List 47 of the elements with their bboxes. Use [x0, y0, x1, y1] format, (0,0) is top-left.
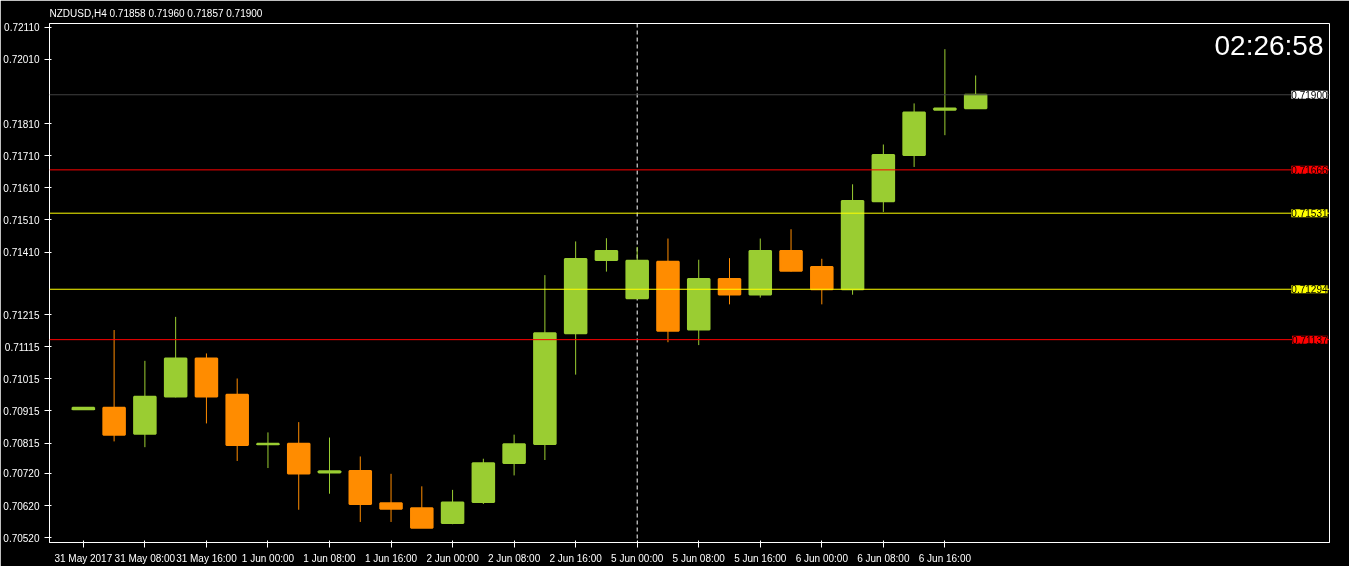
x-tick-label: 6 Jun 16:00: [918, 552, 972, 564]
candlestick: [933, 48, 957, 136]
x-tick-label: 31 May 2017: [54, 552, 113, 564]
y-tick-label: 0.71710: [3, 150, 40, 162]
candlestick: [594, 237, 619, 273]
y-tick-label: 0.70720: [3, 468, 40, 480]
text: 02:26:58: [1214, 29, 1324, 61]
ref-line-label: 0.71900: [1291, 89, 1328, 101]
x-tick-label: 1 Jun 00:00: [241, 552, 295, 564]
x-tick-label: 2 Jun 00:00: [426, 552, 480, 564]
x-tick-label: 2 Jun 08:00: [487, 552, 541, 564]
ref-line-label: 0.71531: [1291, 208, 1328, 220]
y-tick-label: 0.71610: [3, 182, 40, 194]
y-tick-label: 0.71410: [3, 247, 40, 259]
x-tick-label: 1 Jun 08:00: [303, 552, 357, 564]
y-tick-label: 0.71015: [3, 373, 40, 385]
x-tick-label: 5 Jun 08:00: [672, 552, 726, 564]
y-tick-label: 0.72010: [3, 54, 40, 66]
x-tick-label: 5 Jun 16:00: [734, 552, 787, 564]
candlestick: [779, 228, 803, 273]
candlestick: [379, 473, 403, 523]
y-tick-label: 0.71215: [3, 309, 40, 321]
y-tick-label: 0.71810: [3, 118, 40, 130]
x-tick-label: 1 Jun 16:00: [364, 552, 418, 564]
ref-line-label: 0.71294: [1291, 284, 1328, 296]
y-tick-label: 0.71115: [4, 341, 40, 353]
x-tick-label: 31 May 16:00: [176, 552, 238, 564]
y-tick-label: 0.70915: [3, 405, 40, 417]
y-tick-label: 0.72110: [4, 22, 40, 34]
candlestick: [440, 489, 465, 525]
candlestick: [410, 485, 434, 529]
ref-line-label: 0.71137: [1292, 334, 1328, 346]
x-tick-label: 2 Jun 16:00: [549, 552, 603, 564]
candlestick: [502, 434, 526, 476]
chart-title: NZDUSD,H4 0.71858 0.71960 0.71857 0.71900: [49, 7, 263, 19]
ref-line-label: 0.71666: [1291, 164, 1328, 176]
x-tick-label: 6 Jun 08:00: [857, 552, 910, 564]
y-tick-label: 0.71510: [3, 214, 40, 226]
y-tick-label: 0.70620: [3, 500, 40, 512]
candlestick: [317, 437, 342, 495]
y-tick-label: 0.70520: [3, 532, 40, 544]
candlestick: [810, 258, 834, 305]
candlestick: [717, 257, 742, 305]
x-tick-label: 31 May 08:00: [114, 552, 176, 564]
x-tick-label: 6 Jun 00:00: [795, 552, 849, 564]
x-tick-label: 5 Jun 00:00: [611, 552, 664, 564]
y-tick-label: 0.70815: [3, 438, 40, 449]
